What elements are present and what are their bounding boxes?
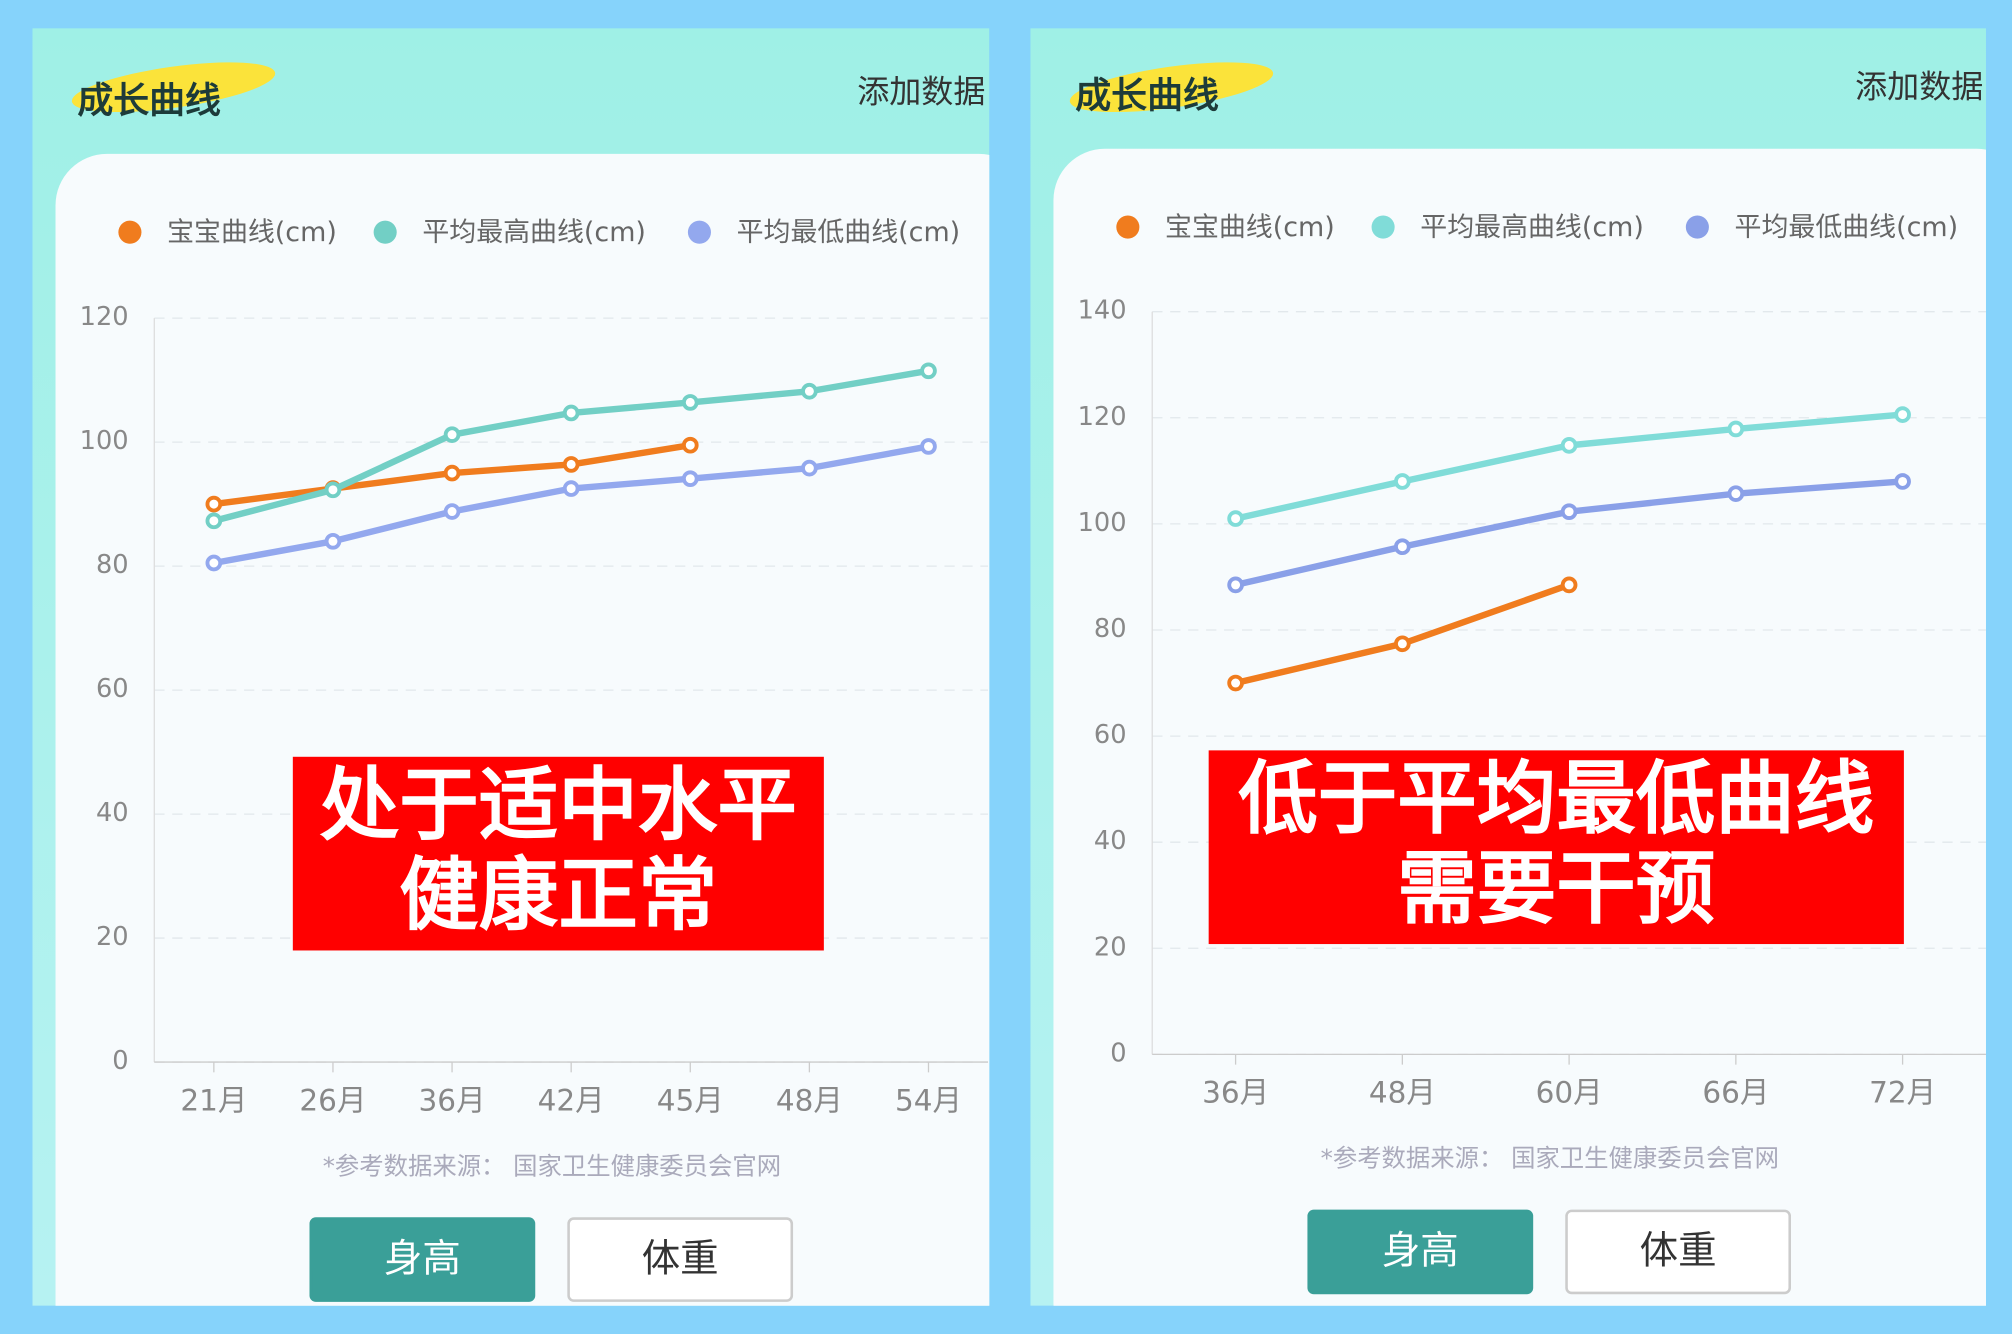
data-point	[920, 438, 937, 455]
data-point	[443, 503, 461, 520]
data-point	[1727, 420, 1745, 438]
y-tick-label: 60	[1094, 720, 1127, 750]
data-point	[1894, 473, 1911, 490]
data-point	[205, 554, 223, 572]
data-point	[1560, 576, 1578, 594]
data-point	[920, 362, 937, 380]
legend-label: 宝宝曲线(cm)	[167, 217, 337, 248]
source-note: *参考数据来源： 国家卫生健康委员会官网	[1321, 1144, 1779, 1173]
data-point	[1227, 576, 1244, 594]
legend-dot	[1371, 215, 1395, 239]
legend-dot	[373, 220, 397, 244]
tab-button[interactable]	[567, 1217, 794, 1302]
data-point	[562, 456, 580, 473]
data-point	[681, 436, 699, 454]
legend-label: 平均最低曲线(cm)	[1735, 212, 1959, 243]
y-tick-label: 20	[1094, 932, 1127, 962]
data-point	[1560, 437, 1578, 454]
add-data-button[interactable]: 添加数据	[1855, 68, 1983, 106]
x-tick-label: 66月	[1702, 1076, 1769, 1110]
tab-label[interactable]: 体重	[1640, 1229, 1717, 1274]
y-tick-label: 120	[80, 302, 129, 332]
x-tick-label: 45月	[657, 1083, 724, 1117]
x-tick-label: 36月	[419, 1083, 486, 1117]
annotation-text: 低于平均最低曲线	[1238, 752, 1874, 845]
legend-dot	[118, 220, 142, 244]
tab-button[interactable]	[1565, 1209, 1792, 1295]
y-tick-label: 80	[96, 550, 129, 580]
tab-button[interactable]	[309, 1217, 536, 1302]
data-point	[562, 404, 580, 422]
tab-button[interactable]	[1307, 1209, 1534, 1295]
y-tick-label: 140	[1078, 296, 1127, 326]
data-point	[443, 426, 461, 443]
data-point	[681, 470, 699, 488]
annotation-box	[292, 756, 824, 951]
data-point	[1227, 674, 1244, 692]
x-tick-label: 48月	[1369, 1076, 1436, 1110]
x-tick-label: 48月	[776, 1083, 843, 1117]
data-point	[324, 481, 342, 499]
annotation-box	[1208, 750, 1904, 945]
data-point	[801, 459, 818, 477]
tab-label[interactable]: 身高	[384, 1236, 461, 1281]
title-highlight	[71, 62, 276, 113]
y-tick-label: 100	[1078, 508, 1127, 538]
x-tick-label: 60月	[1536, 1076, 1603, 1110]
annotation-text: 处于适中水平	[320, 759, 797, 852]
y-tick-label: 100	[80, 426, 129, 456]
x-tick-label: 26月	[299, 1083, 366, 1117]
data-point	[324, 532, 342, 550]
x-tick-label: 54月	[895, 1083, 962, 1117]
legend-label: 宝宝曲线(cm)	[1165, 212, 1335, 243]
y-tick-label: 80	[1094, 614, 1127, 644]
legend-dot	[687, 220, 711, 244]
data-point	[681, 394, 699, 411]
legend-label: 平均最低曲线(cm)	[737, 217, 961, 248]
y-tick-label: 60	[96, 674, 129, 704]
data-point	[443, 464, 461, 482]
annotation-text: 需要干预	[1397, 842, 1715, 935]
tab-label[interactable]: 身高	[1382, 1229, 1459, 1274]
legend-dot	[1685, 215, 1709, 239]
data-point	[801, 382, 818, 400]
legend-dot	[1116, 215, 1140, 239]
data-point	[562, 480, 580, 497]
title: 成长曲线	[77, 81, 221, 122]
y-tick-label: 20	[96, 922, 129, 952]
data-point	[1894, 406, 1911, 423]
data-point	[1394, 538, 1411, 556]
data-point	[205, 495, 223, 513]
x-tick-label: 72月	[1869, 1076, 1936, 1110]
legend-label: 平均最高曲线(cm)	[1420, 212, 1644, 243]
data-point	[1227, 510, 1244, 527]
source-note: *参考数据来源： 国家卫生健康委员会官网	[323, 1151, 781, 1180]
data-point	[1560, 503, 1578, 521]
y-tick-label: 0	[112, 1046, 128, 1076]
data-point	[1727, 485, 1745, 502]
x-tick-label: 36月	[1202, 1076, 1269, 1110]
annotation-text: 健康正常	[399, 848, 717, 941]
y-tick-label: 40	[1094, 826, 1127, 856]
y-tick-label: 0	[1110, 1038, 1126, 1068]
add-data-button[interactable]: 添加数据	[857, 73, 985, 111]
data-point	[1394, 635, 1411, 653]
legend-label: 平均最高曲线(cm)	[422, 217, 646, 248]
x-tick-label: 21月	[180, 1083, 247, 1117]
y-tick-label: 120	[1078, 402, 1127, 432]
tab-label[interactable]: 体重	[642, 1236, 719, 1281]
data-point	[205, 512, 223, 530]
card	[1053, 148, 1986, 1306]
data-point	[1394, 473, 1411, 490]
title-highlight	[1069, 62, 1274, 113]
title: 成长曲线	[1075, 75, 1219, 116]
x-tick-label: 42月	[538, 1083, 605, 1117]
y-tick-label: 40	[96, 798, 129, 828]
